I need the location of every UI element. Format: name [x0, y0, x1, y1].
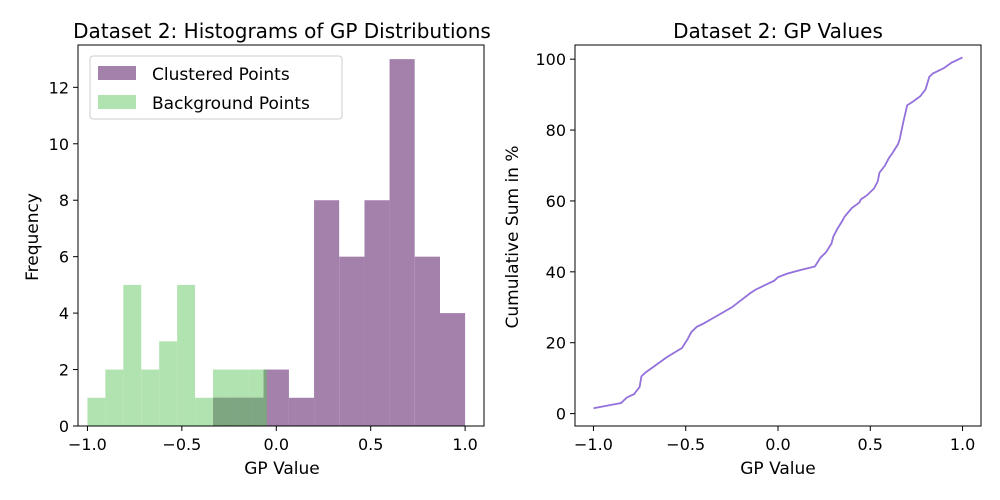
cumulative-axes-frame: [574, 44, 982, 427]
legend-swatch-clustered: [98, 66, 136, 80]
background-bar: [159, 341, 178, 426]
histogram-y-tick-label: 12: [49, 78, 69, 97]
overlap-bar: [238, 397, 249, 426]
clustered-bar: [364, 200, 390, 426]
overlap-bar: [263, 369, 267, 426]
histogram-x-ticks: −1.0 −0.5 0.0 0.5 1.0: [68, 426, 478, 454]
cumulative-panel: Dataset 2: GP Values −1.0 −0.5 0.0 0.5 1.0 0…: [503, 19, 982, 479]
cumulative-line: [593, 56, 963, 410]
cumulative-y-tick-label: 40: [546, 263, 566, 282]
background-bar: [123, 284, 142, 426]
histogram-x-tick-label: 0.5: [358, 435, 383, 454]
clustered-bar: [314, 200, 340, 426]
cumulative-x-tick-label: 0.5: [858, 435, 883, 454]
clustered-bar: [288, 397, 315, 426]
histogram-y-tick-label: 2: [59, 361, 69, 380]
histogram-legend: Clustered Points Background Points: [89, 55, 343, 120]
histogram-x-tick-label: −1.0: [68, 435, 107, 454]
cumulative-y-ticks: 0 20 40 60 80 100: [535, 50, 575, 424]
cumulative-x-label: GP Value: [740, 459, 816, 479]
cumulative-x-tick-label: −1.0: [574, 435, 613, 454]
clustered-bar: [389, 59, 415, 426]
legend-swatch-background: [98, 95, 136, 109]
overlap-bar: [230, 397, 239, 426]
cumulative-x-tick-label: −0.5: [666, 435, 705, 454]
background-bar: [141, 369, 160, 426]
histogram-y-tick-label: 0: [59, 417, 69, 436]
background-bar: [105, 369, 124, 426]
cumulative-y-tick-label: 0: [556, 405, 566, 424]
cumulative-y-tick-label: 100: [535, 50, 566, 69]
histogram-y-tick-label: 10: [49, 135, 69, 154]
cumulative-x-tick-label: 1.0: [950, 435, 975, 454]
histogram-y-tick-label: 4: [59, 304, 69, 323]
histogram-y-label: Frequency: [23, 193, 43, 281]
histogram-x-label: GP Value: [244, 459, 320, 479]
cumulative-y-tick-label: 60: [546, 192, 566, 211]
clustered-bar: [339, 256, 365, 426]
histogram-bars: [87, 59, 466, 426]
background-bar: [87, 397, 106, 426]
clustered-bar: [414, 256, 441, 426]
histogram-y-tick-label: 8: [59, 191, 69, 210]
clustered-bar: [263, 369, 289, 426]
overlap-bar: [248, 397, 264, 426]
legend-label-clustered: Clustered Points: [152, 65, 290, 85]
histogram-axes-frame: [77, 44, 485, 427]
legend-label-background: Background Points: [152, 94, 310, 114]
overlap-bar: [213, 397, 231, 426]
cumulative-y-tick-label: 80: [546, 121, 566, 140]
cumulative-title: Dataset 2: GP Values: [673, 19, 883, 43]
histogram-x-tick-label: 0.0: [264, 435, 289, 454]
background-bar: [195, 397, 214, 426]
histogram-y-tick-label: 6: [59, 248, 69, 267]
histogram-y-ticks: 0 2 4 6 8 10 12: [49, 78, 78, 436]
histogram-title: Dataset 2: Histograms of GP Distribution…: [73, 19, 491, 43]
histogram-panel: Dataset 2: Histograms of GP Distribution…: [23, 19, 491, 479]
background-bar: [177, 284, 196, 426]
clustered-bar: [440, 313, 466, 426]
cumulative-y-label: Cumulative Sum in %: [503, 145, 523, 328]
histogram-x-tick-label: −0.5: [162, 435, 201, 454]
cumulative-x-tick-label: 0.0: [765, 435, 790, 454]
legend-box: [89, 55, 343, 120]
histogram-x-tick-label: 1.0: [452, 435, 477, 454]
cumulative-x-ticks: −1.0 −0.5 0.0 0.5 1.0: [574, 426, 975, 454]
cumulative-y-tick-label: 20: [546, 334, 566, 353]
